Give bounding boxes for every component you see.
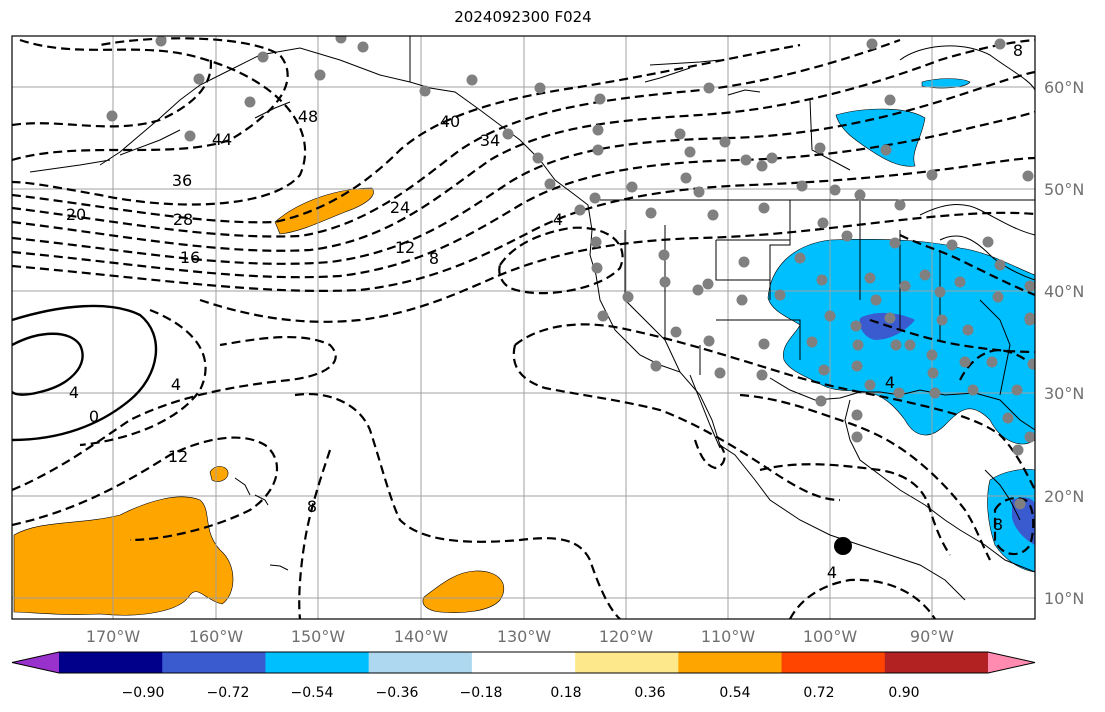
colorbar-segment [575, 652, 679, 673]
contour-label: 8 [993, 515, 1003, 534]
colorbar-tick-label: −0.18 [460, 685, 503, 701]
colorbar-segment [59, 652, 163, 673]
lat-label: 10°N [1044, 589, 1084, 608]
lon-label: 140°W [394, 627, 449, 646]
contour-label: 0 [89, 407, 99, 426]
colorbar-segment [884, 652, 989, 673]
contour-label: 8 [429, 249, 439, 268]
contour-label: 12 [168, 447, 188, 466]
colorbar-tick-label: −0.54 [291, 685, 334, 701]
colorbar-segment [471, 652, 576, 673]
positive-anomaly-fills [13, 187, 505, 616]
colorbar [11, 651, 1036, 674]
contour-label: 8 [307, 497, 317, 516]
colorbar-segment [781, 652, 886, 673]
contour-label: 48 [298, 107, 318, 126]
colorbar-segment [368, 652, 473, 673]
lon-label: 150°W [291, 627, 346, 646]
lon-label: 130°W [497, 627, 552, 646]
lon-label: 170°W [86, 627, 141, 646]
longitude-labels: 170°W 160°W 150°W 140°W 130°W 120°W 110°… [86, 627, 954, 646]
colorbar-extend-low [12, 652, 59, 673]
contour-label: 16 [180, 248, 200, 267]
colorbar-tick-label: 0.18 [550, 685, 581, 701]
contour-label: 4 [885, 373, 895, 392]
colorbar-tick-label: 0.90 [888, 685, 919, 701]
lon-label: 90°W [910, 627, 954, 646]
colorbar-tick-label: −0.90 [122, 685, 165, 701]
contour-label: 36 [172, 171, 192, 190]
colorbar-tick-label: −0.36 [376, 685, 419, 701]
contour-labels: 48 44 40 36 34 28 24 20 16 12 8 4 4 0 4 … [66, 41, 1023, 582]
station-dots [106, 36, 1035, 510]
contour-label: 34 [480, 131, 500, 150]
map-border [11, 35, 1036, 620]
colorbar-labels: −0.90 −0.72 −0.54 −0.36 −0.18 0.18 0.36 … [122, 685, 920, 701]
contour-label: 44 [212, 130, 232, 149]
contour-label: 40 [440, 112, 460, 131]
contour-label: 4 [553, 210, 563, 229]
lat-label: 50°N [1044, 180, 1084, 199]
contour-label: 4 [171, 375, 181, 394]
colorbar-tick-label: −0.72 [207, 685, 250, 701]
dashed-contours [12, 37, 1035, 619]
lon-label: 100°W [803, 627, 858, 646]
map-title: 2024092300 F024 [454, 8, 592, 26]
lon-label: 160°W [189, 627, 244, 646]
colorbar-extend-high [988, 652, 1035, 673]
contour-label: 4 [69, 383, 79, 402]
colorbar-tick-label: 0.36 [634, 685, 665, 701]
latitude-labels: 60°N 50°N 40°N 30°N 20°N 10°N [1044, 78, 1084, 608]
colorbar-tick-label: 0.54 [719, 685, 750, 701]
solid-contours [12, 304, 158, 442]
lat-label: 40°N [1044, 282, 1084, 301]
lat-label: 60°N [1044, 78, 1084, 97]
colorbar-segment [162, 652, 266, 673]
colorbar-outline [11, 651, 1036, 674]
contour-label: 20 [66, 205, 86, 224]
contour-label: 28 [173, 210, 193, 229]
contour-label: 4 [827, 563, 837, 582]
colorbar-tick-label: 0.72 [803, 685, 834, 701]
contour-label: 12 [395, 238, 415, 257]
contour-label: 8 [1013, 41, 1023, 60]
lon-label: 120°W [599, 627, 654, 646]
lat-label: 20°N [1044, 487, 1084, 506]
lon-label: 110°W [701, 627, 756, 646]
contour-label: 24 [390, 198, 410, 217]
lat-label: 30°N [1044, 384, 1084, 403]
black-dot-marker [834, 537, 852, 555]
colorbar-segment [678, 652, 783, 673]
colorbar-segment [265, 652, 370, 673]
